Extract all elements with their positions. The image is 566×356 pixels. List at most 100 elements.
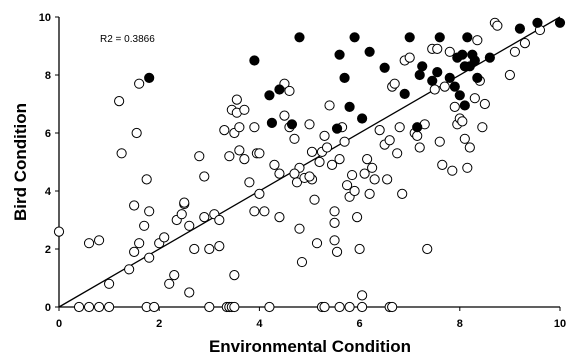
x-tick-label: 4	[256, 318, 263, 330]
data-point-open	[509, 46, 521, 57]
data-point-open	[357, 301, 368, 313]
data-point-open	[134, 238, 145, 249]
data-point-open	[362, 154, 373, 165]
data-point-open	[214, 214, 225, 226]
y-tick-label: 10	[39, 12, 51, 24]
data-point-filled	[532, 17, 543, 28]
data-point-open	[422, 243, 433, 255]
data-point-open	[346, 169, 358, 181]
data-point-open	[219, 125, 230, 136]
data-point-open	[439, 81, 450, 92]
data-point-open	[129, 246, 140, 257]
data-point-open	[472, 35, 483, 46]
data-point-filled	[434, 32, 445, 43]
data-point-filled	[404, 32, 415, 43]
data-point-open	[234, 145, 245, 156]
data-point-open	[194, 151, 205, 162]
r2-annotation: R2 = 0.3866	[100, 34, 155, 45]
data-point-open	[492, 20, 503, 31]
data-point-filled	[334, 49, 345, 60]
data-point-open	[457, 116, 468, 127]
data-point-open	[164, 278, 175, 289]
data-point-filled	[339, 72, 350, 84]
data-point-open	[339, 136, 350, 147]
x-tick-label: 0	[56, 318, 62, 330]
data-point-filled	[264, 90, 275, 101]
data-point-open	[224, 151, 235, 162]
data-point-open	[477, 122, 488, 133]
data-point-open	[73, 301, 85, 313]
data-point-open	[354, 243, 365, 255]
y-tick-label: 8	[45, 70, 51, 82]
data-point-open	[249, 206, 260, 217]
data-point-open	[124, 264, 135, 275]
data-point-open	[259, 206, 270, 217]
data-point-open	[334, 154, 345, 165]
data-point-open	[479, 98, 490, 110]
data-point-open	[369, 174, 380, 185]
data-point-filled	[266, 117, 278, 128]
data-point-open	[244, 177, 255, 188]
data-point-filled	[432, 67, 443, 78]
data-point-filled	[514, 23, 526, 34]
data-point-filled	[484, 52, 495, 63]
data-point-filled	[274, 84, 285, 95]
data-point-open	[404, 52, 415, 63]
data-point-open	[189, 243, 200, 255]
data-point-open	[139, 220, 150, 231]
data-point-open	[444, 46, 455, 57]
data-point-open	[449, 101, 460, 113]
data-point-open	[364, 188, 375, 199]
data-point-open	[239, 154, 250, 165]
data-point-open	[329, 235, 340, 246]
data-point-filled	[286, 119, 298, 130]
data-point-open	[289, 133, 300, 144]
data-point-filled	[249, 55, 260, 66]
data-point-filled	[457, 49, 468, 60]
data-point-open	[144, 206, 155, 217]
data-point-open	[184, 220, 195, 231]
data-point-open	[296, 256, 308, 268]
data-point-open	[83, 301, 95, 313]
data-point-open	[344, 301, 355, 313]
data-point-open	[349, 185, 360, 197]
data-point-open	[93, 235, 105, 246]
data-point-open	[199, 171, 210, 182]
data-point-open	[306, 146, 318, 157]
data-point-open	[254, 188, 265, 199]
data-point-open	[464, 142, 475, 153]
data-point-filled	[427, 75, 438, 86]
data-point-open	[357, 290, 368, 301]
data-point-open	[469, 93, 480, 104]
data-point-open	[374, 125, 385, 136]
data-point-open	[214, 241, 225, 252]
data-point-open	[447, 165, 458, 176]
data-point-open	[319, 301, 330, 313]
data-point-open	[462, 162, 473, 173]
data-point-open	[249, 122, 260, 133]
data-point-open	[394, 122, 405, 133]
data-point-open	[289, 168, 300, 179]
x-axis-title: Environmental Condition	[209, 337, 411, 356]
data-point-open	[432, 43, 443, 55]
data-point-open	[351, 212, 363, 223]
data-point-open	[83, 238, 95, 249]
data-point-filled	[357, 113, 368, 124]
data-point-filled	[459, 100, 470, 111]
x-tick-label: 6	[357, 318, 363, 330]
data-point-open	[334, 301, 345, 313]
data-point-open	[169, 270, 180, 281]
data-point-open	[116, 148, 127, 159]
data-point-open	[229, 301, 240, 313]
data-point-filled	[364, 46, 375, 57]
data-point-open	[329, 206, 340, 217]
data-point-open	[254, 148, 265, 159]
data-point-open	[231, 94, 242, 105]
data-point-filled	[344, 101, 355, 113]
data-point-open	[359, 168, 370, 179]
y-tick-label: 4	[45, 186, 52, 198]
data-point-open	[144, 252, 155, 263]
data-point-open	[434, 136, 445, 147]
data-point-open	[204, 301, 215, 313]
